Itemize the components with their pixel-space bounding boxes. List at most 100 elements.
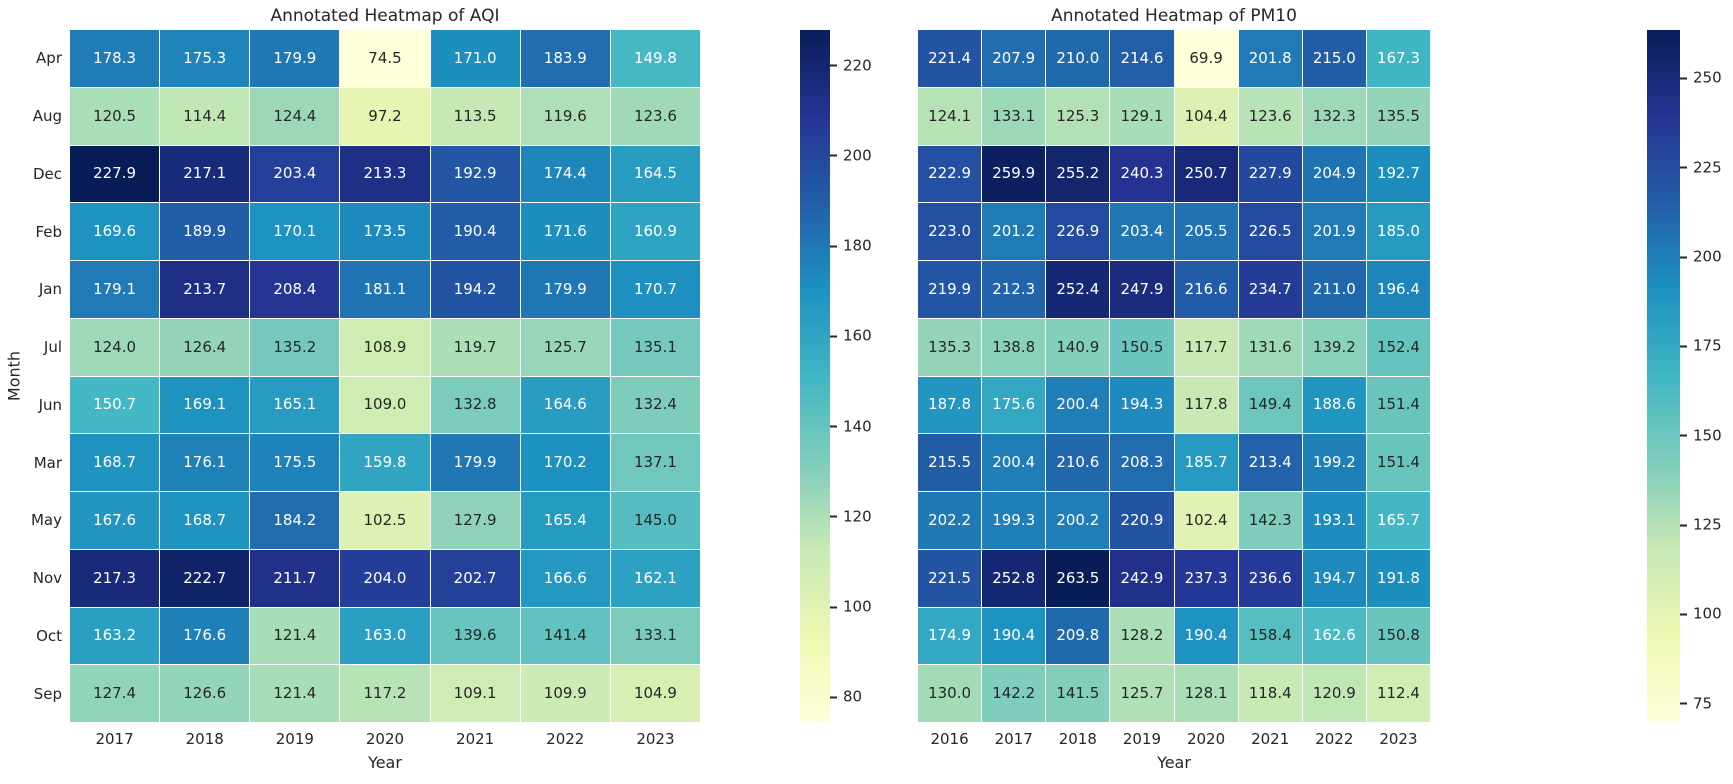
- heatmap-cell: 126.4: [160, 318, 250, 376]
- heatmap-cell: 199.2: [1302, 434, 1366, 491]
- heatmap-cell: 207.9: [982, 30, 1046, 87]
- year-tick-label: 2022: [546, 730, 585, 748]
- heatmap-cell: 140.9: [1046, 318, 1110, 376]
- colorbar-tick: 200: [830, 148, 872, 163]
- heatmap-cell: 150.8: [1366, 607, 1430, 665]
- heatmap-cell: 117.8: [1174, 376, 1238, 434]
- heatmap-cell: 212.3: [982, 261, 1046, 318]
- heatmap-cell: 179.1: [70, 261, 160, 318]
- heatmap-cell: 175.3: [160, 30, 250, 87]
- heatmap-cell: 163.2: [70, 607, 160, 665]
- heatmap-cell: 199.3: [982, 492, 1046, 549]
- heatmap-cell: 178.3: [70, 30, 160, 87]
- heatmap-cell: 236.6: [1238, 549, 1302, 607]
- heatmap-cell: 196.4: [1366, 261, 1430, 318]
- heatmap-cell: 135.5: [1366, 87, 1430, 145]
- heatmap-cell: 125.3: [1046, 87, 1110, 145]
- heatmap-cell: 204.9: [1302, 145, 1366, 203]
- month-tick-label: May: [30, 511, 62, 530]
- heatmap-cell: 127.4: [70, 665, 160, 722]
- heatmap-cell: 214.6: [1110, 30, 1174, 87]
- heatmap-cell: 69.9: [1174, 30, 1238, 87]
- heatmap-cell: 137.1: [610, 434, 700, 491]
- heatmap-cell: 118.4: [1238, 665, 1302, 722]
- year-tick-label: 2017: [95, 730, 134, 748]
- colorbar-tick-mark: [830, 245, 837, 248]
- heatmap-cell: 213.7: [160, 261, 250, 318]
- heatmap-cell: 190.4: [982, 607, 1046, 665]
- heatmap-cell: 129.1: [1110, 87, 1174, 145]
- heatmap-cell: 211.7: [250, 549, 340, 607]
- heatmap-cell: 168.7: [70, 434, 160, 491]
- year-tick-label: 2022: [1315, 730, 1354, 748]
- colorbar-tick-mark: [1680, 345, 1687, 348]
- heatmap-grid-pm10: 221.4 207.9 210.0 214.6 69.9 201.8 215.0 167.3 1…: [918, 30, 1430, 722]
- heatmap-cell: 227.9: [70, 145, 160, 203]
- heatmap-cell: 74.5: [340, 30, 430, 87]
- heatmap-cell: 201.9: [1302, 203, 1366, 260]
- year-tick-labels-aqi: 2017 2018 2019 2020 2021 2022 2023: [70, 730, 700, 750]
- colorbar-tick: 140: [830, 419, 872, 434]
- heatmap-cell: 209.8: [1046, 607, 1110, 665]
- heatmap-cell: 263.5: [1046, 549, 1110, 607]
- heatmap-cell: 194.3: [1110, 376, 1174, 434]
- heatmap-cell: 202.2: [918, 492, 982, 549]
- heatmap-cell: 184.2: [250, 492, 340, 549]
- heatmap-grid-aqi: 178.3 175.3 179.9 74.5 171.0 183.9 149.8 120.5 1…: [70, 30, 700, 722]
- heatmap-cell: 200.4: [982, 434, 1046, 491]
- heatmap-cell: 222.7: [160, 549, 250, 607]
- heatmap-cell: 109.1: [430, 665, 520, 722]
- colorbar-tick: 160: [830, 326, 872, 345]
- colorbar-tick-mark: [1680, 524, 1687, 527]
- heatmap-cell: 163.0: [340, 607, 430, 665]
- month-tick-label: Aug: [32, 107, 62, 126]
- heatmap-cell: 132.4: [610, 376, 700, 434]
- heatmap-cell: 119.7: [430, 318, 520, 376]
- heatmap-cell: 167.6: [70, 492, 160, 549]
- heatmap-cell: 135.3: [918, 318, 982, 376]
- heatmap-cell: 120.5: [70, 87, 160, 145]
- colorbar-tick-mark: [830, 154, 837, 157]
- colorbar-tick-label: 140: [843, 417, 872, 435]
- heatmap-cell: 215.5: [918, 434, 982, 491]
- heatmap-cell: 121.4: [250, 607, 340, 665]
- colorbar-tick: 120: [830, 509, 872, 524]
- year-tick-label: 2020: [365, 730, 405, 748]
- heatmap-cell: 247.9: [1110, 261, 1174, 318]
- heatmap-cell: 242.9: [1110, 549, 1174, 607]
- colorbar-tick-label: 160: [843, 326, 872, 345]
- heatmap-cell: 104.4: [1174, 87, 1238, 145]
- heatmap-cell: 175.5: [250, 434, 340, 491]
- colorbar-tick-mark: [830, 696, 837, 699]
- heatmap-cell: 183.9: [520, 30, 610, 87]
- heatmap-cell: 188.6: [1302, 376, 1366, 434]
- heatmap-cell: 179.9: [430, 434, 520, 491]
- heatmap-cell: 169.1: [160, 376, 250, 434]
- heatmap-cell: 166.6: [520, 549, 610, 607]
- colorbar-tick-mark: [830, 335, 837, 338]
- heatmap-cell: 171.6: [520, 203, 610, 260]
- heatmap-cell: 133.1: [982, 87, 1046, 145]
- heatmap-cell: 250.7: [1174, 145, 1238, 203]
- heatmap-cell: 139.6: [430, 607, 520, 665]
- heatmap-cell: 149.4: [1238, 376, 1302, 434]
- heatmap-cell: 113.5: [430, 87, 520, 145]
- heatmap-cell: 164.6: [520, 376, 610, 434]
- heatmap-cell: 217.3: [70, 549, 160, 607]
- heatmap-cell: 202.7: [430, 549, 520, 607]
- colorbar-tick-label: 225: [1693, 158, 1722, 177]
- colorbar-tick-mark: [830, 606, 837, 608]
- heatmap-cell: 151.4: [1366, 376, 1430, 434]
- colorbar-tick: 250: [1680, 70, 1722, 86]
- heatmap-cell: 138.8: [982, 318, 1046, 376]
- colorbar-tick-label: 80: [843, 687, 863, 706]
- heatmap-cell: 191.8: [1366, 549, 1430, 607]
- heatmap-cell: 126.6: [160, 665, 250, 722]
- year-tick-label: 2019: [275, 730, 314, 748]
- heatmap-cell: 175.6: [982, 376, 1046, 434]
- colorbar-tick: 225: [1680, 160, 1722, 175]
- heatmap-cell: 221.4: [918, 30, 982, 87]
- heatmap-cell: 117.7: [1174, 318, 1238, 376]
- heatmap-cell: 109.0: [340, 376, 430, 434]
